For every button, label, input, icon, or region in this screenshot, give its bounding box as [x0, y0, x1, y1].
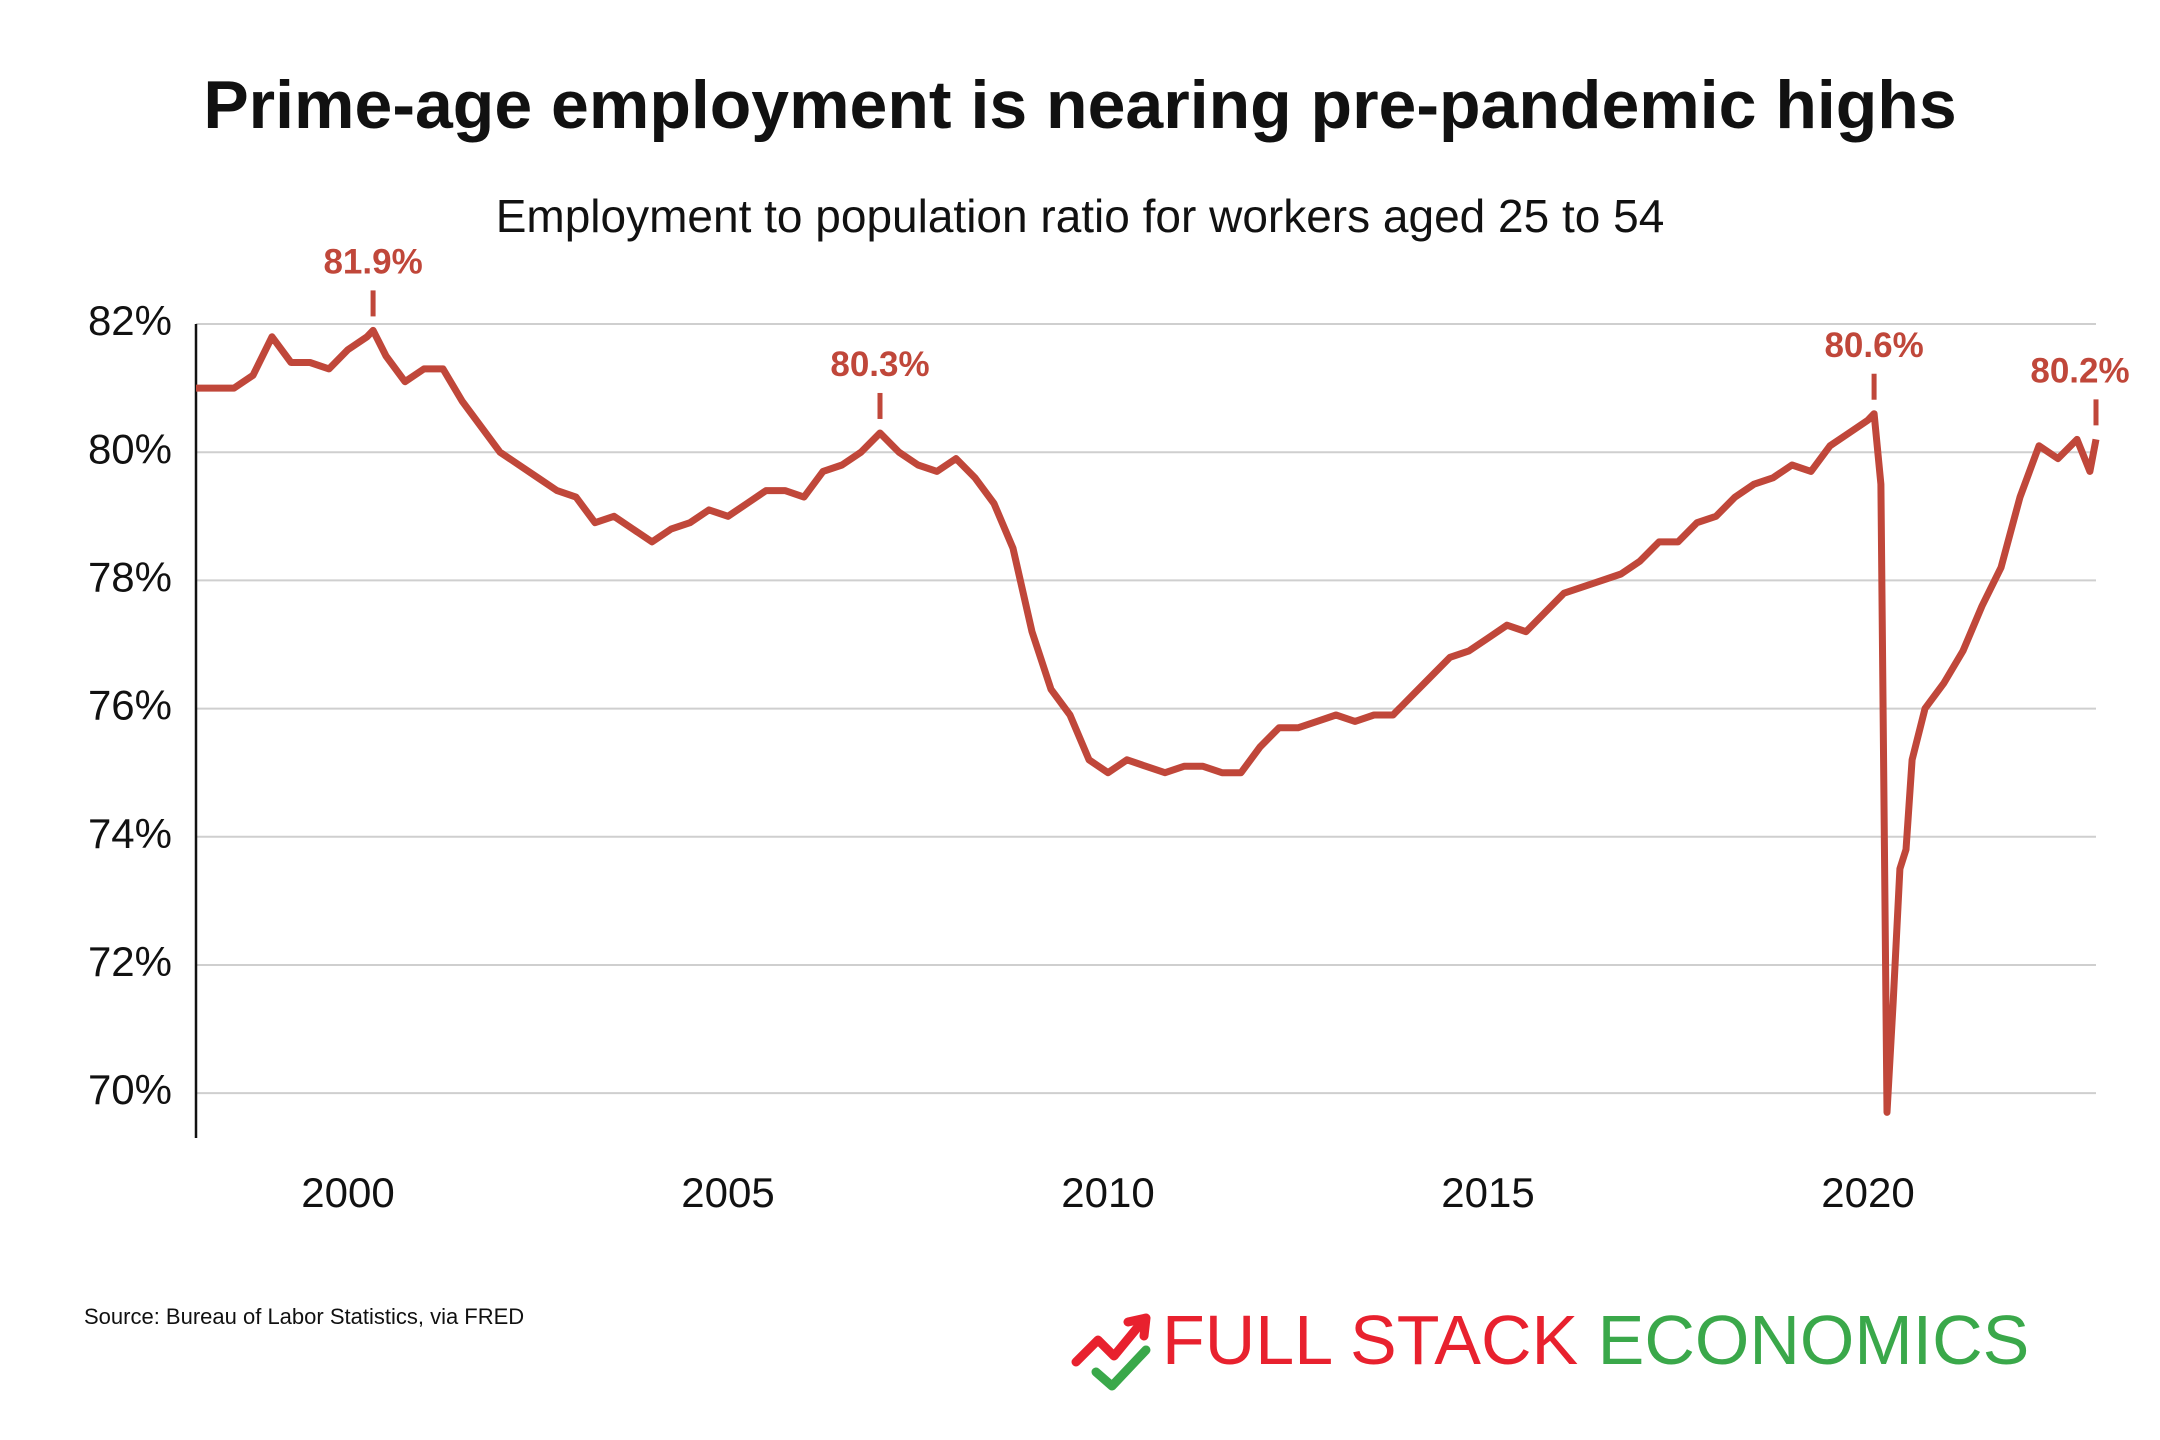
- x-tick-label: 2020: [1821, 1169, 1914, 1216]
- annotation-label: 81.9%: [323, 243, 422, 282]
- y-tick-label: 78%: [88, 553, 172, 600]
- annotation-label: 80.3%: [830, 345, 929, 384]
- y-tick-label: 70%: [88, 1066, 172, 1113]
- annotation-label: 80.6%: [1824, 326, 1923, 365]
- x-tick-label: 2015: [1441, 1169, 1534, 1216]
- chart-title: Prime-age employment is nearing pre-pand…: [203, 67, 1956, 143]
- annotation-label: 80.2%: [2030, 352, 2129, 391]
- x-tick-label: 2005: [681, 1169, 774, 1216]
- chart-subtitle: Employment to population ratio for worke…: [496, 190, 1665, 242]
- brand-part: FULL STACK: [1162, 1301, 1578, 1379]
- source-note: Source: Bureau of Labor Statistics, via …: [84, 1304, 524, 1329]
- y-tick-label: 80%: [88, 425, 172, 472]
- data-line: [196, 326, 2100, 1116]
- brand-icon: [1071, 1313, 1151, 1391]
- y-tick-label: 74%: [88, 810, 172, 857]
- brand-name: FULL STACK ECONOMICS: [1162, 1301, 2029, 1379]
- x-tick-label: 2010: [1061, 1169, 1154, 1216]
- brand-part: ECONOMICS: [1598, 1301, 2030, 1379]
- x-tick-label: 2000: [301, 1169, 394, 1216]
- y-tick-label: 76%: [88, 682, 172, 729]
- y-tick-label: 82%: [88, 297, 172, 344]
- y-tick-label: 72%: [88, 938, 172, 985]
